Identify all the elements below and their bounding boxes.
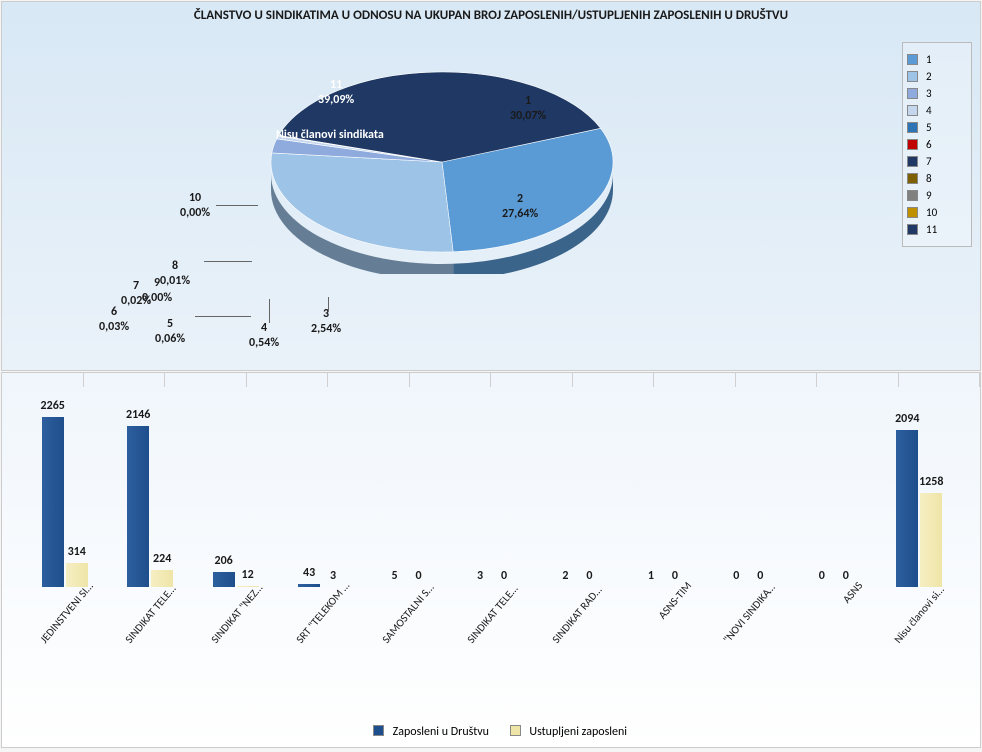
bar-x-labels: JEDINSTVENI SINDIKAT ...SINDIKAT TELEKOM…: [22, 591, 962, 701]
legend-row: 5: [907, 121, 967, 134]
legend-row: 10: [907, 206, 967, 219]
bar-series-a: 206: [213, 572, 235, 587]
swatch-9: [907, 190, 918, 201]
swatch-1: [907, 54, 918, 65]
pie-label-10: 100,00%: [180, 191, 210, 221]
pie-3d: [262, 62, 622, 282]
pie-title: ČLANSTVO U SINDIKATIMA U ODNOSU NA UKUPA…: [2, 2, 980, 29]
swatch-7: [907, 156, 918, 167]
pie-label-1: 130,07%: [510, 94, 546, 124]
pie-label-5: 50,06%: [155, 317, 185, 347]
pie-label-2: 227,64%: [502, 192, 538, 222]
bar-value: 5: [391, 569, 397, 583]
legend-row: 2: [907, 70, 967, 83]
bar-value: 1258: [919, 475, 943, 489]
bar-value: 0: [672, 569, 678, 583]
pie-legend: 1 2 3 4 5 6 7 8 9 10 11: [902, 42, 972, 247]
bar-swatch-b: [510, 725, 521, 736]
legend-row: 9: [907, 189, 967, 202]
bar-group: 20941258: [881, 430, 957, 587]
bar-series-b-label: Ustupljeni zaposleni: [529, 725, 627, 739]
legend-row: 11: [907, 223, 967, 236]
bar-value: 0: [733, 569, 739, 583]
legend-row: 4: [907, 104, 967, 117]
pie-label-4: 40,54%: [249, 321, 279, 351]
bar-value: 206: [215, 554, 233, 568]
leader: [195, 316, 251, 317]
pie-label-9: 90,00%: [142, 276, 172, 306]
swatch-6: [907, 139, 918, 150]
bar-series-a: 43: [298, 584, 320, 587]
swatch-3: [907, 88, 918, 99]
bar-series-a: 2094: [896, 430, 918, 587]
legend-row: 3: [907, 87, 967, 100]
swatch-8: [907, 173, 918, 184]
bar-series-a: 2265: [42, 417, 64, 587]
swatch-5: [907, 122, 918, 133]
bar-value: 43: [303, 566, 315, 580]
pie-label-11: 1139,09%: [318, 78, 354, 108]
bar-series-b: 1258: [920, 493, 942, 587]
bar-value: 0: [501, 569, 507, 583]
bar-value: 12: [242, 568, 254, 582]
bar-value: 2146: [126, 408, 150, 422]
bar-value: 3: [477, 569, 483, 583]
bar-legend: Zaposleni u Društvu Ustupljeni zaposleni: [2, 725, 980, 739]
bar-top-grid: [2, 373, 980, 387]
bar-value: 0: [415, 569, 421, 583]
bar-series-a-label: Zaposleni u Društvu: [393, 725, 489, 739]
bar-value: 2: [562, 569, 568, 583]
bar-value: 314: [68, 545, 86, 559]
bar-value: 2094: [895, 412, 919, 426]
bar-chart-panel: 2265314214622420612433503020100000209412…: [1, 372, 981, 748]
bar-swatch-a: [373, 725, 384, 736]
bar-value: 0: [586, 569, 592, 583]
leader: [328, 297, 329, 311]
swatch-4: [907, 105, 918, 116]
legend-row: 1: [907, 53, 967, 66]
pie-chart-panel: ČLANSTVO U SINDIKATIMA U ODNOSU NA UKUPA…: [1, 1, 981, 371]
leader: [216, 205, 258, 206]
swatch-2: [907, 71, 918, 82]
bar-group: 2146 224: [112, 426, 188, 587]
bar-value: 0: [843, 569, 849, 583]
bar-plot-area: 2265314214622420612433503020100000209412…: [22, 397, 962, 587]
leader: [269, 299, 270, 323]
legend-row: 6: [907, 138, 967, 151]
bar-value: 0: [757, 569, 763, 583]
pie-label-3: 32,54%: [311, 307, 341, 337]
bar-value: 224: [153, 552, 171, 566]
bar-value: 0: [819, 569, 825, 583]
pie-top-layer: [262, 62, 622, 262]
pie-label-6: 60,03%: [99, 305, 129, 335]
swatch-11: [907, 224, 918, 235]
bar-group: 2265 314: [27, 417, 103, 587]
legend-row: 7: [907, 155, 967, 168]
leader: [204, 261, 252, 262]
bar-value: 1: [648, 569, 654, 583]
legend-row: 8: [907, 172, 967, 185]
bar-value: 2265: [41, 399, 65, 413]
swatch-10: [907, 207, 918, 218]
bar-series-a: 2146: [127, 426, 149, 587]
bar-value: 3: [330, 569, 336, 583]
pie-annotation: Nisu članovi sindikata: [276, 128, 384, 143]
